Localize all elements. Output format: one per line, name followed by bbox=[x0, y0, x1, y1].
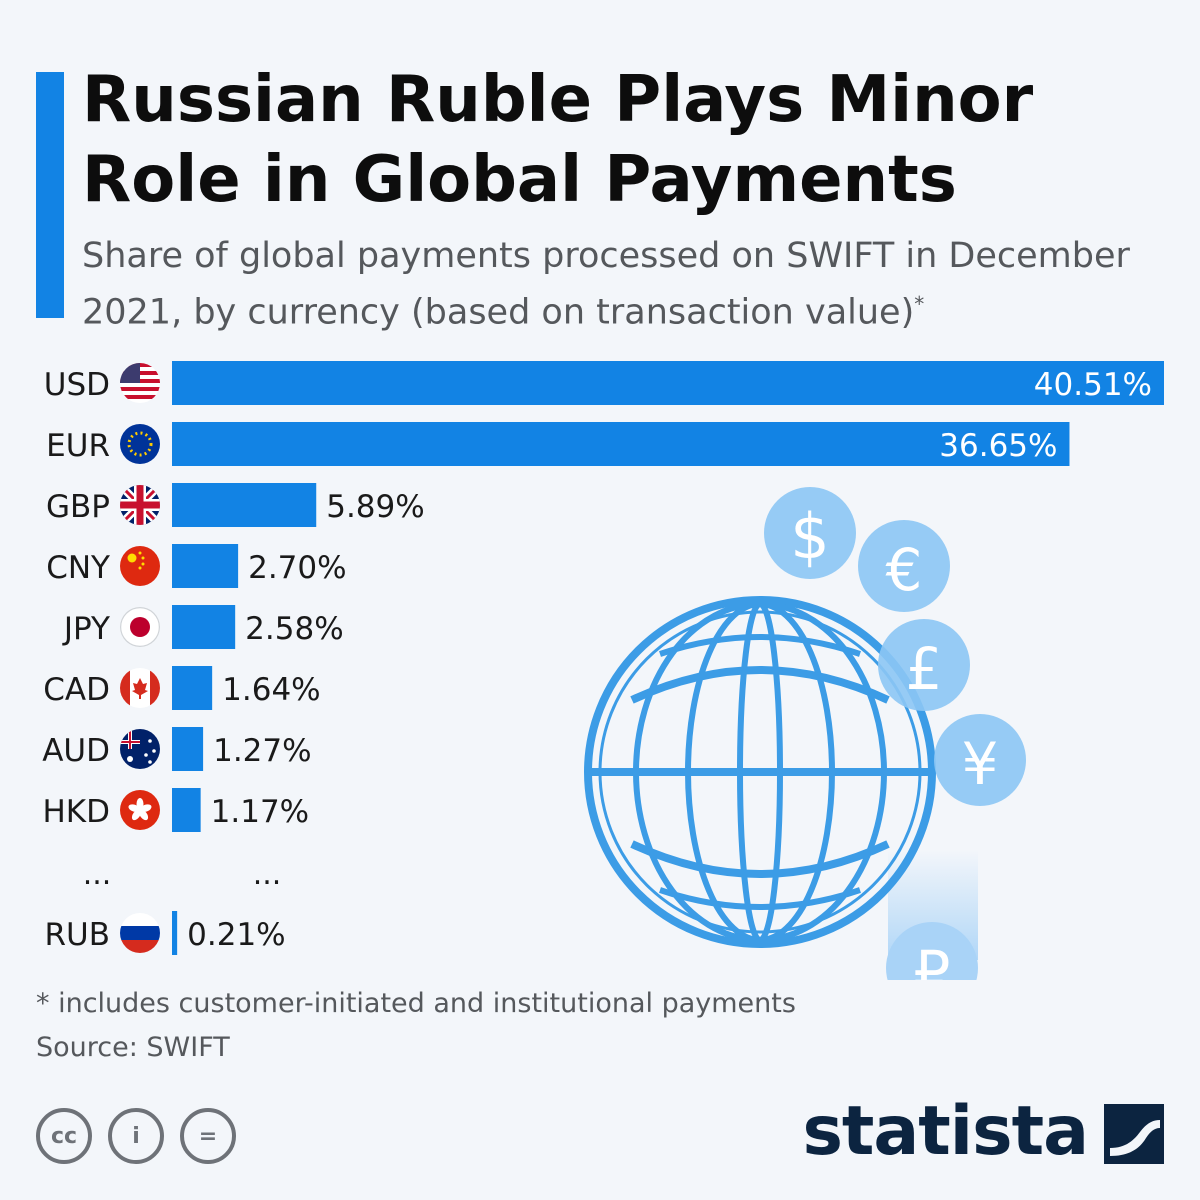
category-label-gbp: GBP bbox=[46, 489, 110, 525]
russia-flag-icon bbox=[120, 913, 160, 953]
bar-gbp bbox=[172, 483, 317, 527]
dollar-symbol: $ bbox=[790, 500, 829, 573]
pound-symbol: £ bbox=[906, 635, 943, 703]
bar-eur bbox=[172, 422, 1070, 466]
footnote: * includes customer-initiated and instit… bbox=[36, 988, 796, 1019]
category-label-cny: CNY bbox=[46, 550, 110, 586]
hong-kong-flag-icon bbox=[120, 790, 160, 830]
bar-jpy bbox=[172, 605, 236, 649]
no-derivatives-icon[interactable]: = bbox=[180, 1108, 236, 1164]
gap-marker-value: ... bbox=[253, 857, 282, 892]
value-label-aud: 1.27% bbox=[213, 733, 311, 769]
dollar-coin-icon: $ bbox=[764, 487, 856, 579]
bar-hkd bbox=[172, 788, 201, 832]
statista-logo-icon bbox=[1104, 1104, 1164, 1164]
chart-title: Russian Ruble Plays Minor Role in Global… bbox=[82, 63, 1034, 217]
bar-rub bbox=[172, 911, 178, 955]
category-label-usd: USD bbox=[44, 367, 110, 403]
china-flag-icon bbox=[120, 546, 160, 586]
attribution-icon[interactable]: i bbox=[108, 1108, 164, 1164]
ruble-coin-icon: ₽ bbox=[886, 922, 978, 980]
value-label-hkd: 1.17% bbox=[211, 794, 309, 830]
euro-coin-icon: € bbox=[858, 520, 950, 612]
globe-icon bbox=[584, 596, 936, 948]
category-label-jpy: JPY bbox=[62, 611, 110, 647]
category-label-rub: RUB bbox=[45, 917, 111, 953]
ruble-symbol: ₽ bbox=[914, 938, 951, 980]
value-label-rub: 0.21% bbox=[187, 917, 285, 953]
globe-illustration: $ € £ ¥ ₽ bbox=[584, 487, 1026, 980]
subtitle-text: Share of global payments processed on SW… bbox=[82, 236, 1130, 333]
euro-symbol: € bbox=[886, 536, 923, 604]
title-accent-bar bbox=[36, 72, 64, 318]
bar-cny bbox=[172, 544, 239, 588]
cc-license-icon[interactable]: cc bbox=[36, 1108, 92, 1164]
gap-marker-category: ... bbox=[83, 857, 112, 892]
bar-chart: $ € £ ¥ ₽ bbox=[42, 361, 1164, 980]
bar-usd bbox=[172, 361, 1164, 405]
category-label-aud: AUD bbox=[42, 733, 110, 769]
value-label-usd: 40.51% bbox=[1034, 367, 1152, 403]
yen-coin-icon: ¥ bbox=[934, 714, 1026, 806]
statista-logo[interactable]: statista bbox=[802, 1092, 1089, 1171]
value-label-jpy: 2.58% bbox=[245, 611, 343, 647]
australia-flag-icon bbox=[120, 729, 160, 769]
value-label-eur: 36.65% bbox=[939, 428, 1057, 464]
chart-subtitle: Share of global payments processed on SW… bbox=[82, 232, 1182, 337]
pound-coin-icon: £ bbox=[878, 619, 970, 711]
bar-aud bbox=[172, 727, 204, 771]
value-label-cad: 1.64% bbox=[222, 672, 320, 708]
yen-symbol: ¥ bbox=[962, 730, 999, 798]
uk-flag-icon bbox=[120, 485, 160, 525]
subtitle-footnote-mark: * bbox=[914, 292, 925, 316]
category-label-cad: CAD bbox=[43, 672, 110, 708]
category-label-eur: EUR bbox=[46, 428, 110, 464]
source-note: Source: SWIFT bbox=[36, 1032, 230, 1063]
value-label-gbp: 5.89% bbox=[326, 489, 424, 525]
category-label-hkd: HKD bbox=[42, 794, 110, 830]
usa-flag-icon bbox=[120, 363, 160, 403]
value-label-cny: 2.70% bbox=[248, 550, 346, 586]
canada-flag-icon bbox=[120, 668, 160, 708]
japan-flag-icon bbox=[120, 607, 160, 647]
eu-flag-icon bbox=[120, 424, 160, 464]
bar-cad bbox=[172, 666, 213, 710]
